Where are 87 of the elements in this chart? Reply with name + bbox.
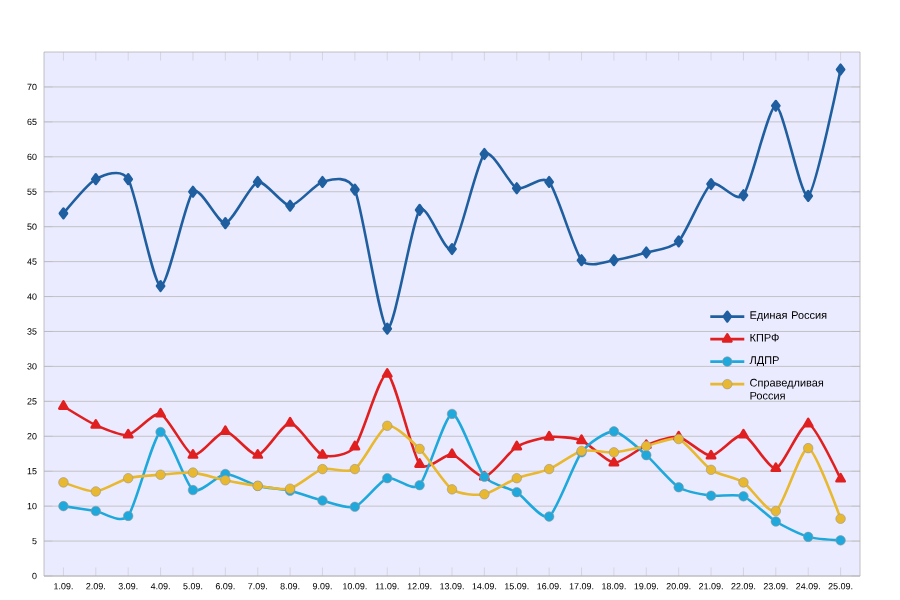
point bbox=[446, 448, 458, 459]
point bbox=[446, 408, 458, 419]
point bbox=[803, 443, 814, 454]
point bbox=[382, 420, 393, 431]
point bbox=[285, 199, 295, 212]
point bbox=[770, 505, 781, 517]
point bbox=[414, 203, 425, 216]
point bbox=[219, 425, 231, 436]
point bbox=[57, 400, 69, 410]
point bbox=[479, 489, 490, 500]
point bbox=[414, 458, 426, 468]
point bbox=[123, 173, 134, 186]
point bbox=[284, 416, 296, 427]
point bbox=[608, 426, 619, 437]
point bbox=[835, 513, 846, 524]
point bbox=[835, 63, 846, 76]
point bbox=[155, 279, 166, 293]
point bbox=[576, 434, 587, 445]
point bbox=[123, 473, 134, 484]
point bbox=[349, 501, 360, 512]
point bbox=[544, 511, 555, 522]
point bbox=[317, 449, 328, 459]
point bbox=[770, 516, 781, 527]
point bbox=[608, 447, 619, 458]
point bbox=[58, 207, 69, 220]
point bbox=[220, 475, 231, 486]
point bbox=[187, 484, 199, 496]
point bbox=[90, 505, 101, 517]
point bbox=[123, 510, 134, 521]
point bbox=[317, 495, 328, 506]
point bbox=[803, 189, 814, 203]
point bbox=[803, 531, 814, 542]
point bbox=[381, 368, 393, 378]
point bbox=[220, 217, 231, 230]
point bbox=[673, 482, 684, 493]
point bbox=[414, 443, 425, 454]
point bbox=[770, 462, 782, 473]
point bbox=[705, 464, 717, 475]
point bbox=[252, 449, 264, 459]
point bbox=[511, 487, 522, 498]
point bbox=[122, 428, 134, 439]
point bbox=[738, 189, 749, 202]
point bbox=[90, 419, 102, 429]
point bbox=[641, 450, 652, 461]
point bbox=[511, 473, 522, 484]
point bbox=[382, 473, 393, 484]
point bbox=[576, 254, 587, 267]
point bbox=[544, 175, 555, 189]
point bbox=[317, 175, 328, 189]
point bbox=[317, 464, 328, 475]
point bbox=[705, 490, 717, 501]
point bbox=[705, 449, 717, 460]
point bbox=[706, 177, 716, 191]
point bbox=[349, 464, 360, 475]
point bbox=[349, 183, 360, 196]
point bbox=[188, 185, 198, 198]
point bbox=[511, 182, 522, 195]
point bbox=[382, 322, 393, 335]
point bbox=[770, 99, 781, 112]
point bbox=[155, 427, 166, 438]
point bbox=[155, 469, 166, 480]
point bbox=[673, 235, 684, 248]
point bbox=[835, 535, 846, 546]
point bbox=[447, 242, 457, 256]
point bbox=[835, 472, 847, 483]
point bbox=[446, 484, 458, 495]
point bbox=[58, 501, 69, 512]
point bbox=[738, 428, 749, 439]
point bbox=[414, 480, 425, 491]
point bbox=[155, 407, 167, 418]
point bbox=[543, 430, 555, 441]
point bbox=[479, 147, 490, 161]
point bbox=[609, 254, 619, 267]
point bbox=[511, 440, 523, 451]
point bbox=[544, 464, 555, 475]
point bbox=[738, 477, 749, 488]
point bbox=[641, 246, 652, 259]
point bbox=[349, 440, 361, 451]
point bbox=[90, 173, 101, 186]
point bbox=[187, 449, 199, 459]
point bbox=[90, 486, 101, 497]
point bbox=[58, 477, 69, 488]
point bbox=[738, 491, 749, 502]
point bbox=[252, 175, 263, 189]
point bbox=[187, 467, 199, 478]
point bbox=[802, 417, 814, 428]
point bbox=[608, 456, 620, 467]
